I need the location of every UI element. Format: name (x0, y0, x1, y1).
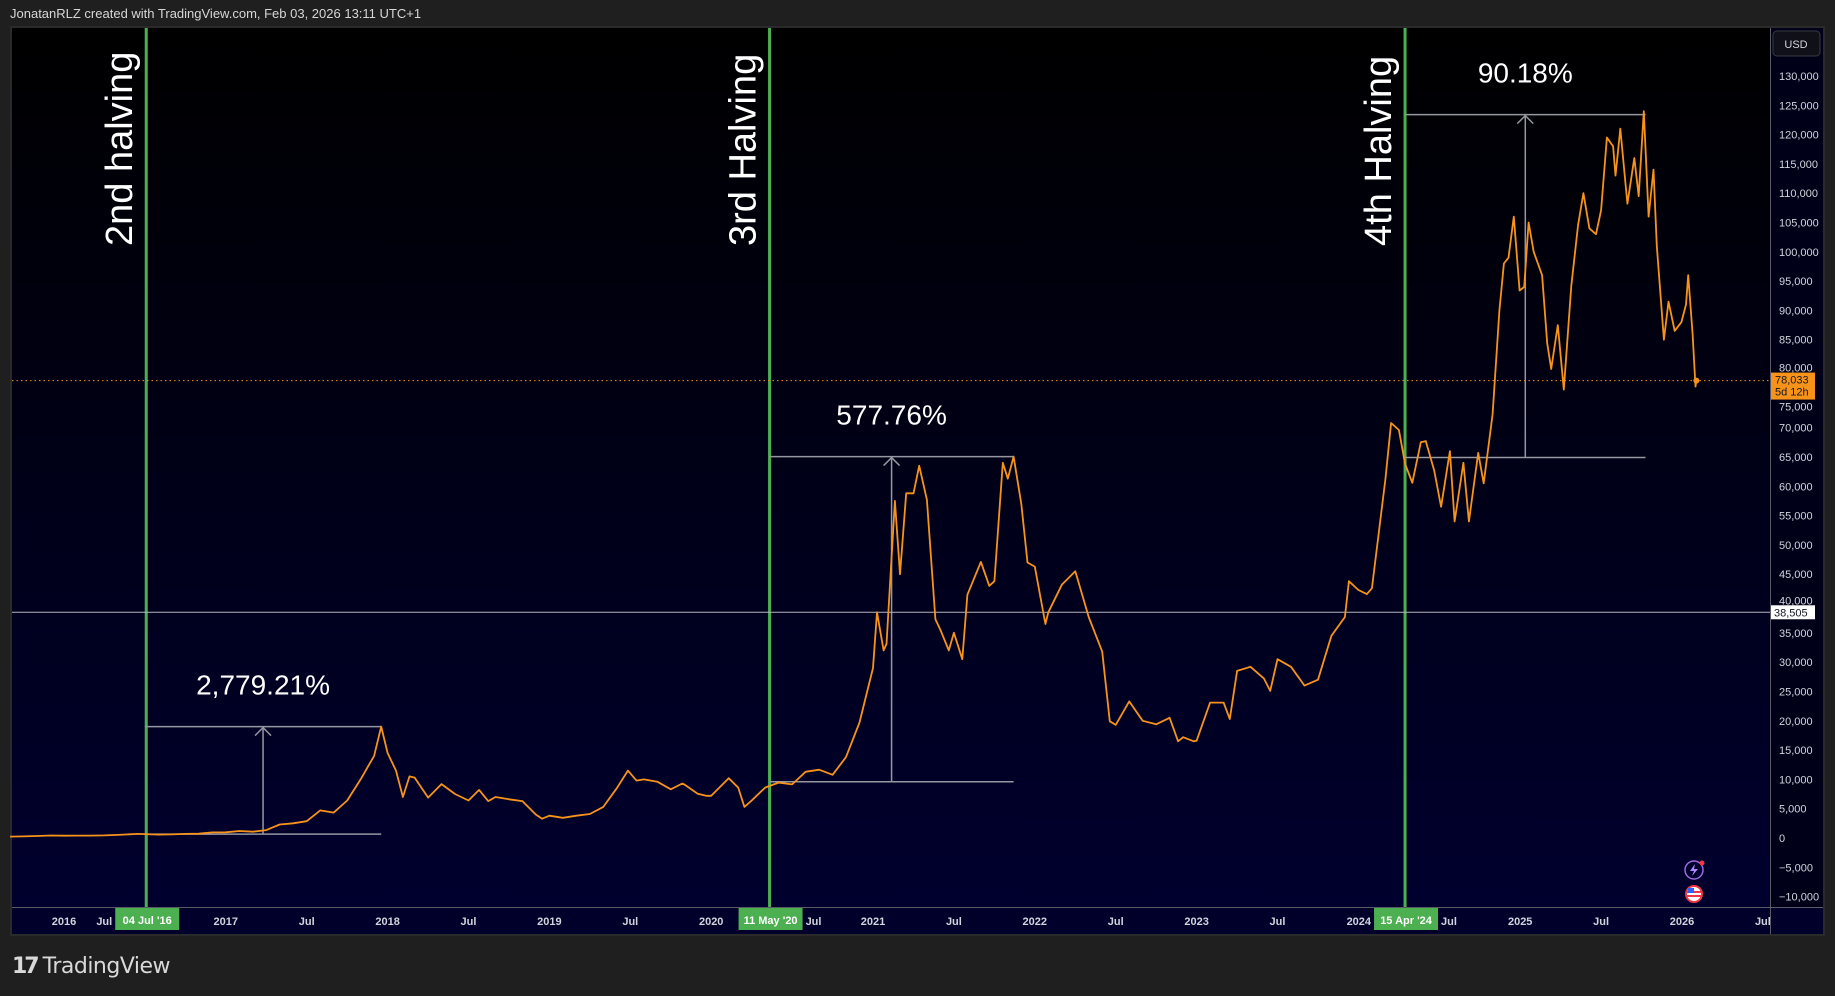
y-tick-label: 120,000 (1779, 130, 1819, 142)
price-series-line (10, 110, 1698, 838)
halving-date-label: 04 Jul '16 (123, 915, 172, 927)
halving-date-box (738, 908, 803, 930)
halving-label: 2nd halving (99, 52, 141, 246)
bar-countdown-label: 5d 12h (1775, 387, 1809, 399)
x-tick-label: Jul (1593, 916, 1609, 928)
y-tick-label: 5,000 (1779, 804, 1807, 816)
y-tick-label: 65,000 (1779, 452, 1813, 464)
y-tick-label: 95,000 (1779, 276, 1813, 288)
y-tick-label: 105,000 (1779, 217, 1819, 229)
x-tick-label: Jul (299, 916, 315, 928)
y-tick-label: 25,000 (1779, 686, 1813, 698)
price-axis[interactable] (1771, 28, 1823, 907)
y-tick-label: 45,000 (1779, 569, 1813, 581)
x-tick-label: 2025 (1508, 916, 1532, 928)
y-tick-label: 100,000 (1779, 247, 1819, 259)
y-tick-label: 125,000 (1779, 100, 1819, 112)
measure-arrow-head (254, 726, 272, 737)
y-tick-label: −10,000 (1779, 892, 1819, 904)
y-tick-label: 90,000 (1779, 305, 1813, 317)
y-tick-label: 55,000 (1779, 511, 1813, 523)
lightning-sparkle-icon[interactable] (1684, 860, 1705, 880)
x-tick-label: 2021 (861, 916, 885, 928)
x-tick-label: 2018 (375, 916, 399, 928)
chart-caption: JonatanRLZ created with TradingView.com,… (10, 6, 422, 21)
y-tick-label: 75,000 (1779, 402, 1813, 414)
x-tick-label: 2019 (537, 916, 561, 928)
x-tick-label: Jul (1755, 916, 1771, 928)
x-tick-label: Jul (1270, 916, 1286, 928)
halving-date-box (1374, 908, 1439, 930)
halving-date-label: 15 Apr '24 (1380, 915, 1433, 927)
logo-text: TradingView (42, 954, 171, 979)
x-tick-label: Jul (1108, 916, 1124, 928)
last-price-label: 78,033 (1775, 375, 1809, 387)
crosshair-price-box (1771, 605, 1815, 620)
currency-button[interactable]: USD (1772, 30, 1821, 57)
halving-date-box (115, 908, 180, 930)
us-flag-icon[interactable] (1685, 885, 1703, 903)
y-tick-label: −5,000 (1779, 862, 1813, 874)
y-tick-label: 35,000 (1779, 628, 1813, 640)
measure-arrow-head (1516, 114, 1534, 125)
measure-percent-label: 577.76% (836, 400, 947, 431)
x-tick-label: 2016 (52, 916, 76, 928)
y-tick-label: 60,000 (1779, 481, 1813, 493)
y-tick-label: 130,000 (1779, 71, 1819, 83)
y-tick-label: 15,000 (1779, 745, 1813, 757)
measure-arrow-head (883, 456, 901, 467)
tradingview-logo-icon: 17 (12, 954, 40, 979)
last-price-box (1771, 372, 1815, 400)
x-tick-label: Jul (946, 916, 962, 928)
y-tick-label: 115,000 (1779, 159, 1818, 171)
y-tick-label: 80,000 (1779, 363, 1813, 375)
halving-label: 4th Halving (1358, 56, 1400, 246)
halving-date-label: 11 May '20 (744, 915, 798, 927)
y-tick-label: 20,000 (1779, 716, 1813, 728)
x-tick-label: Jul (461, 916, 477, 928)
time-axis[interactable] (12, 907, 1823, 934)
y-tick-label: 40,000 (1779, 595, 1813, 607)
y-tick-label: 70,000 (1779, 423, 1813, 435)
y-tick-label: 10,000 (1779, 774, 1813, 786)
y-tick-label: 110,000 (1779, 188, 1818, 200)
x-tick-label: 2020 (699, 916, 723, 928)
currency-label: USD (1784, 39, 1807, 51)
tradingview-logo[interactable]: 17 TradingView (12, 954, 171, 979)
halving-label: 3rd Halving (723, 54, 765, 246)
x-tick-label: Jul (1441, 916, 1457, 928)
x-tick-label: Jul (96, 916, 112, 928)
y-tick-label: 0 (1779, 833, 1785, 845)
measure-percent-label: 90.18% (1478, 58, 1573, 89)
measure-percent-label: 2,779.21% (196, 670, 330, 701)
x-tick-label: Jul (806, 916, 822, 928)
y-tick-label: 30,000 (1779, 657, 1813, 669)
y-tick-label: 50,000 (1779, 540, 1813, 552)
x-tick-label: Jul (622, 916, 638, 928)
x-tick-label: 2024 (1347, 916, 1372, 928)
crosshair-price-label: 38,505 (1774, 607, 1808, 619)
x-tick-label: 2023 (1184, 916, 1208, 928)
x-tick-label: 2017 (214, 916, 238, 928)
x-tick-label: 2022 (1023, 916, 1047, 928)
y-tick-label: 85,000 (1779, 335, 1813, 347)
x-tick-label: 2026 (1670, 916, 1694, 928)
